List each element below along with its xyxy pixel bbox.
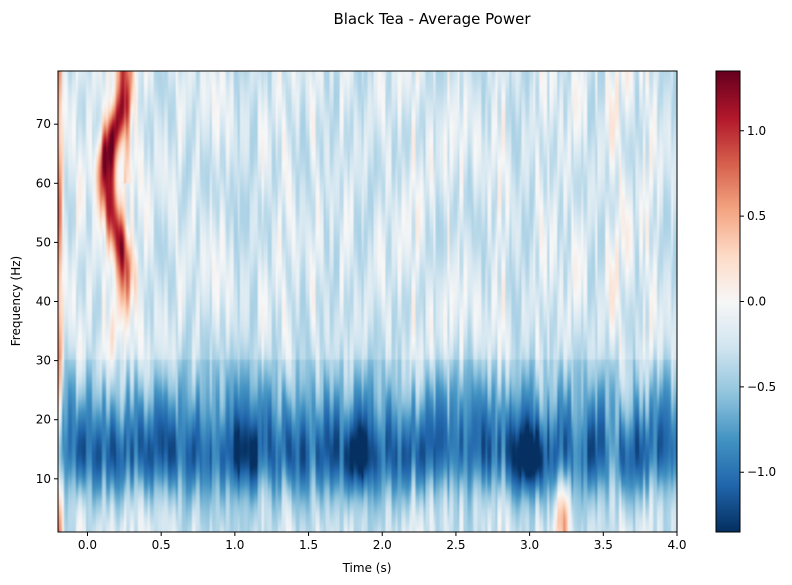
y-tick-label: 40 [36, 295, 51, 309]
x-tick-label: 0.5 [152, 538, 171, 552]
x-axis-ticks: 0.0 0.5 1.0 1.5 2.0 2.5 3.0 3.5 4.0 [78, 532, 687, 552]
y-tick-label: 10 [36, 472, 51, 486]
colorbar-tick-label: −0.5 [747, 380, 776, 394]
x-axis-label: Time (s) [342, 561, 392, 575]
colorbar: −1.0 −0.5 0.0 0.5 1.0 [715, 70, 776, 533]
x-tick-label: 3.5 [594, 538, 613, 552]
heatmap-image [58, 71, 677, 532]
x-tick-label: 1.5 [299, 538, 318, 552]
colorbar-ticks: −1.0 −0.5 0.0 0.5 1.0 [740, 124, 776, 479]
x-tick-label: 4.0 [667, 538, 686, 552]
x-tick-label: 2.5 [446, 538, 465, 552]
colorbar-tick-label: 0.0 [747, 295, 766, 309]
y-tick-label: 50 [36, 235, 51, 249]
colorbar-tick-label: 1.0 [747, 124, 766, 138]
colorbar-tick-label: 0.5 [747, 209, 766, 223]
y-tick-label: 70 [36, 117, 51, 131]
y-tick-label: 60 [36, 176, 51, 190]
plot-area [57, 70, 678, 533]
y-axis-label: Frequency (Hz) [9, 256, 23, 347]
colorbar-tick-label: −1.0 [747, 465, 776, 479]
colorbar-gradient [716, 71, 740, 532]
x-tick-label: 3.0 [520, 538, 539, 552]
y-axis-ticks: 10 20 30 40 50 60 70 [36, 117, 58, 486]
y-tick-label: 30 [36, 354, 51, 368]
x-tick-label: 2.0 [373, 538, 392, 552]
chart-title: Black Tea - Average Power [333, 10, 531, 28]
x-tick-label: 1.0 [225, 538, 244, 552]
x-tick-label: 0.0 [78, 538, 97, 552]
y-tick-label: 20 [36, 413, 51, 427]
